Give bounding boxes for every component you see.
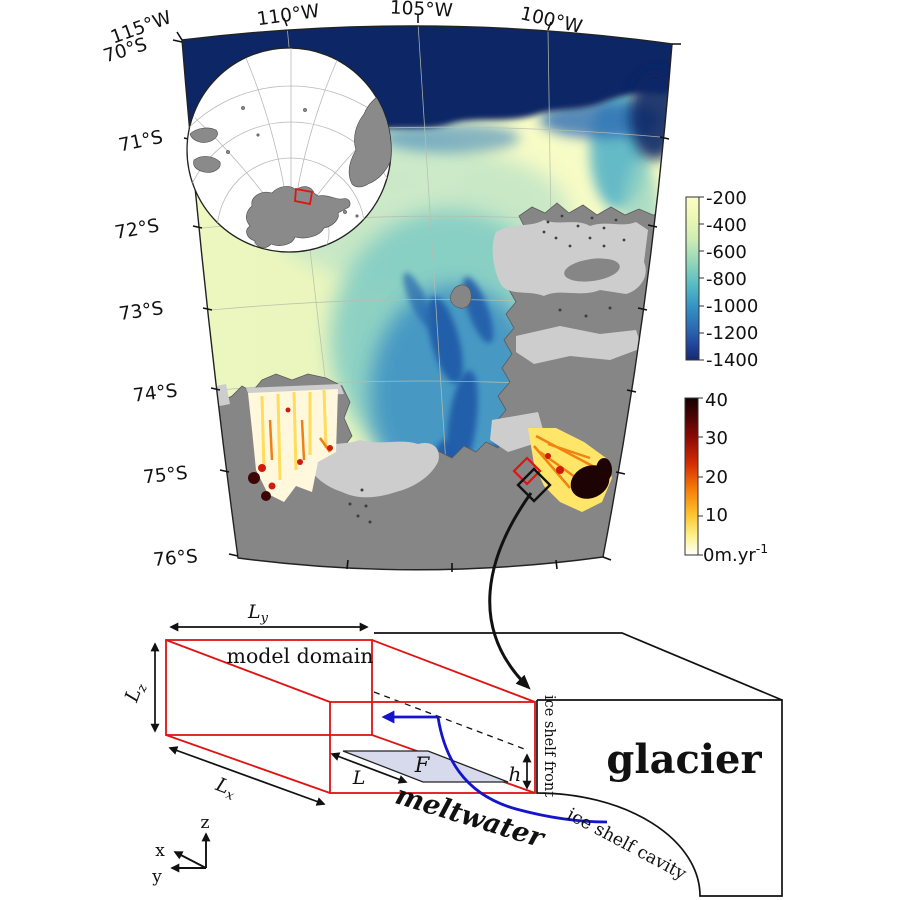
lat-tick-label: 72°S: [113, 215, 161, 243]
depth-tick-label: -400: [706, 215, 747, 236]
melt-tick-label: 20: [705, 467, 728, 488]
study-area-black-box: [516, 467, 552, 503]
lon-tick-label: 110°W: [256, 1, 321, 31]
depth-tick-label: -200: [706, 188, 747, 209]
x-axis-arrow: [173, 851, 207, 869]
L-label: L: [352, 767, 366, 789]
lon-tick-label: 105°W: [389, 0, 453, 22]
depth-tick-label: -1200: [706, 323, 758, 344]
depth-colorbar-ticks: [699, 196, 704, 361]
thickness-label: h: [509, 762, 522, 786]
lat-tick-label: 70°S: [101, 34, 150, 67]
x-axis-label: x: [155, 841, 165, 861]
melt-tick-label: 30: [705, 428, 728, 449]
ice-shelf-front-label: ice shelf front: [541, 695, 557, 797]
melt-unit-label: 0m.yr-1: [703, 541, 768, 566]
melt-tick-label: 10: [705, 505, 728, 526]
depth-tick-label: -1000: [706, 296, 758, 317]
ice-shelf-cavity-label: ice shelf cavity: [563, 805, 689, 885]
Lx-label: Lx: [211, 773, 240, 804]
lat-tick-label: 74°S: [132, 380, 179, 406]
Lz-label: Lz: [120, 679, 151, 707]
coordinate-axes: [170, 832, 211, 873]
map-to-schematic-arrow: [488, 492, 533, 690]
L-arrow: [330, 752, 408, 784]
map-border: [181, 25, 673, 571]
island: [450, 284, 472, 309]
lat-tick-label: 71°S: [117, 127, 165, 157]
abbot-ice-shelf: [492, 220, 648, 296]
map-axis-ticks: [172, 15, 681, 572]
ice-shelves: [196, 220, 648, 498]
depth-tick-label: -600: [706, 242, 747, 263]
globe-study-area-box: [294, 187, 314, 206]
y-axis-label: y: [151, 867, 162, 887]
dimension-arrows: [150, 622, 532, 806]
melt-zero-label: 0m.yr: [703, 545, 756, 566]
melt-colorbar-gradient: [684, 397, 699, 556]
Ly-subscript: y: [260, 611, 269, 626]
lat-tick-label: 73°S: [118, 298, 165, 325]
melt-colorbar: 40 30 20 10 0m.yr-1: [684, 390, 768, 566]
melt-unit-exponent: -1: [756, 541, 768, 556]
rock-speckles: [348, 214, 626, 524]
hidden-ice-base-edge: [373, 691, 528, 751]
depth-colorbar: -200 -400 -600 -800 -1000 -1200 -1400: [685, 188, 758, 371]
domain-edges: [165, 639, 536, 794]
model-domain-box: [165, 639, 536, 794]
melt-patch-west: [248, 389, 338, 502]
lat-tick-label: 75°S: [142, 463, 188, 489]
glacier-outline: [374, 632, 783, 897]
Ly-base: L: [247, 601, 261, 623]
glacier-label: glacier: [606, 736, 762, 783]
z-axis-label: z: [201, 813, 210, 833]
domain-back-face: [165, 639, 373, 736]
study-area-red-box: [512, 456, 542, 486]
flux-label: F: [414, 753, 431, 777]
lat-tick-label: 76°S: [152, 546, 198, 571]
Lx-arrow: [168, 746, 326, 806]
domain-front-face: [329, 701, 536, 794]
melt-colorbar-ticks: [698, 397, 703, 556]
melt-patch-pig: [528, 428, 612, 512]
Ly-label: Ly: [247, 601, 269, 626]
melt-tick-label: 40: [705, 390, 728, 411]
meltwater-flow-curve: [436, 716, 608, 824]
depth-tick-label: -1400: [706, 350, 758, 371]
depth-tick-label: -800: [706, 269, 747, 290]
nunatak: [564, 258, 620, 282]
model-domain-label: model domain: [227, 644, 374, 668]
meltwater-label: meltwater: [392, 780, 549, 855]
map-panel: 115°W 110°W 105°W 100°W 70°S 71°S 72°S 7…: [101, 0, 681, 572]
depth-colorbar-gradient: [685, 196, 700, 361]
schematic-diagram: model domain glacier meltwater ice shelf…: [120, 492, 783, 897]
